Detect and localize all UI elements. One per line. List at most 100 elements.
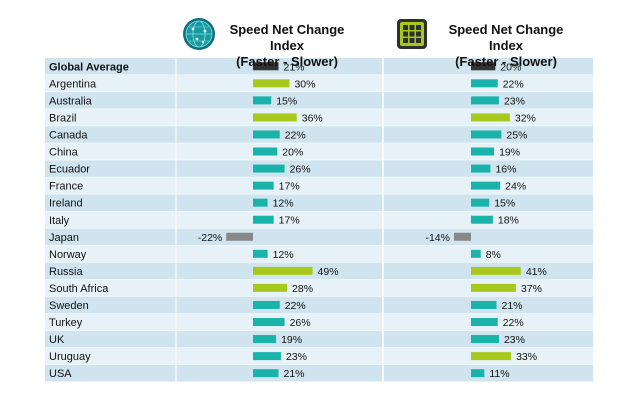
value-label: 17% bbox=[279, 215, 300, 227]
value-label: 22% bbox=[503, 317, 524, 329]
row-background bbox=[45, 92, 593, 109]
grid-app-icon bbox=[397, 19, 427, 49]
row-background bbox=[45, 177, 593, 194]
category-label: Sweden bbox=[49, 300, 89, 312]
value-label: 19% bbox=[499, 147, 520, 159]
globe-network-icon bbox=[183, 18, 215, 50]
row-background bbox=[45, 313, 593, 331]
category-label: Argentina bbox=[49, 78, 97, 90]
value-label: 21% bbox=[284, 368, 305, 380]
value-label: 18% bbox=[498, 215, 519, 227]
bar bbox=[471, 318, 498, 327]
row-background bbox=[45, 245, 593, 263]
bar bbox=[471, 147, 495, 156]
category-label: Australia bbox=[49, 95, 93, 107]
bar bbox=[253, 96, 272, 105]
bar bbox=[471, 369, 485, 378]
row-background bbox=[45, 75, 593, 92]
row-background bbox=[45, 194, 593, 211]
value-label: 12% bbox=[273, 249, 294, 261]
value-label: 24% bbox=[505, 181, 526, 193]
value-label: 23% bbox=[286, 351, 307, 363]
value-label: 23% bbox=[504, 334, 525, 346]
bars bbox=[226, 62, 521, 378]
category-label: France bbox=[49, 181, 83, 193]
value-label: 28% bbox=[292, 283, 313, 295]
value-label: 26% bbox=[290, 317, 311, 329]
bar bbox=[471, 352, 512, 361]
category-label: Russia bbox=[49, 266, 84, 278]
value-label: 11% bbox=[489, 368, 509, 380]
bar bbox=[471, 130, 502, 139]
row-background bbox=[45, 279, 593, 297]
row-backgrounds bbox=[45, 58, 593, 382]
bar bbox=[253, 369, 279, 378]
category-label: Norway bbox=[49, 249, 87, 261]
category-label: Global Average bbox=[49, 61, 129, 73]
bar bbox=[471, 62, 496, 71]
bar bbox=[471, 283, 516, 292]
bar bbox=[253, 335, 277, 344]
series-2-title: Speed Net Change Index bbox=[448, 22, 564, 53]
value-label: 17% bbox=[279, 181, 300, 193]
value-label: 37% bbox=[521, 283, 542, 295]
value-labels: 21% 30% 15% 36% 22% 20% 26% 17% 12% 17% -22% 12% 49%… bbox=[198, 61, 547, 380]
row-background bbox=[45, 364, 593, 382]
bar bbox=[253, 352, 281, 361]
value-label: 20% bbox=[282, 147, 303, 159]
bar bbox=[253, 198, 268, 207]
row-background bbox=[45, 296, 593, 314]
value-label: 41% bbox=[526, 266, 547, 278]
series-2-subtitle: (Faster - Slower) bbox=[455, 54, 557, 69]
category-label: Uruguay bbox=[49, 351, 91, 363]
category-label: Canada bbox=[49, 130, 88, 142]
bar bbox=[471, 96, 499, 105]
bar bbox=[253, 113, 297, 122]
value-label: -14% bbox=[425, 232, 450, 244]
category-label: China bbox=[49, 147, 79, 159]
bar bbox=[471, 300, 497, 309]
bar bbox=[253, 130, 280, 139]
bar bbox=[471, 266, 521, 275]
value-label: 25% bbox=[506, 129, 527, 141]
category-label: Japan bbox=[49, 232, 79, 244]
bar bbox=[253, 164, 285, 173]
bar bbox=[471, 113, 510, 122]
row-background bbox=[45, 143, 593, 160]
row-background bbox=[45, 262, 593, 280]
bar bbox=[471, 198, 490, 207]
row-background bbox=[45, 109, 593, 126]
value-label: 16% bbox=[495, 164, 516, 176]
value-label: 49% bbox=[318, 266, 339, 278]
bar bbox=[471, 181, 501, 190]
row-background bbox=[45, 228, 593, 246]
value-label: 22% bbox=[285, 129, 306, 141]
value-label: 22% bbox=[503, 78, 524, 90]
value-label: 19% bbox=[281, 334, 302, 346]
row-background bbox=[45, 330, 593, 348]
category-label: UK bbox=[49, 334, 65, 346]
row-background bbox=[45, 126, 593, 143]
category-label: Ecuador bbox=[49, 164, 90, 176]
bar bbox=[253, 266, 313, 275]
row-background bbox=[45, 58, 593, 75]
bar bbox=[253, 62, 279, 71]
bar bbox=[226, 232, 253, 241]
category-label: Turkey bbox=[49, 317, 83, 329]
row-background bbox=[45, 347, 593, 365]
value-label: 26% bbox=[290, 164, 311, 176]
series-1-header: Speed Net Change Index (Faster - Slower) bbox=[212, 22, 362, 70]
value-label: 20% bbox=[500, 61, 521, 73]
header-icons bbox=[183, 18, 427, 50]
category-labels: Global Average Argentina Australia Brazil Ca… bbox=[49, 61, 129, 380]
bar bbox=[471, 215, 493, 224]
value-label: 21% bbox=[284, 61, 305, 73]
category-label: South Africa bbox=[49, 283, 109, 295]
bar bbox=[453, 232, 471, 241]
bar bbox=[253, 283, 288, 292]
bar bbox=[253, 215, 274, 224]
value-label: 23% bbox=[504, 95, 525, 107]
value-label: 33% bbox=[516, 351, 537, 363]
value-label: 22% bbox=[285, 300, 306, 312]
